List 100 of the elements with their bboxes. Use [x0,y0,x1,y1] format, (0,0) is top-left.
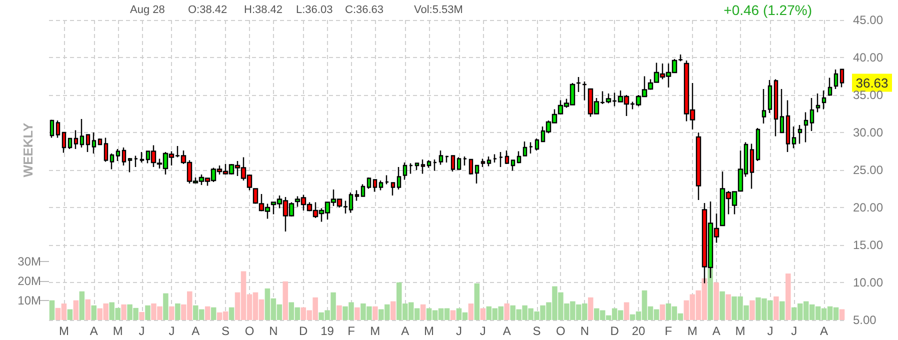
bar [468,303,474,320]
candlestick [366,176,372,190]
bar [774,296,779,320]
bar [480,308,486,320]
bar [420,304,426,320]
bar [67,309,73,320]
candlestick [62,132,66,154]
bar [336,305,342,320]
candlestick [774,78,778,137]
candlestick [780,88,784,134]
x-tick-label: J [138,324,145,338]
candlestick [420,158,426,174]
y-tick-label: 10.00 [853,276,884,290]
x-tick-label: F [348,324,355,338]
candlestick [492,154,498,164]
candlestick [810,97,814,132]
bar [282,281,288,320]
candlestick [86,134,90,153]
candlestick [378,180,384,191]
bar [372,306,378,320]
x-tick-label: N [269,324,278,338]
bar [780,301,785,320]
text: Vol:5.53M [414,4,463,16]
x-tick-label: J [480,324,486,338]
bar [169,306,174,320]
bar [504,303,510,320]
text: 36.63 [856,75,888,90]
bar [79,291,85,320]
candlestick [402,162,408,180]
candlestick [696,132,702,201]
candlestick [462,156,468,166]
x-tick-label: S [222,324,230,338]
x-tick-label: A [712,324,720,338]
y-tick-label: 45.00 [853,13,884,27]
candlestick [444,155,450,164]
candlestick [516,150,522,164]
candlestick [756,127,760,162]
x-tick-label: M [424,324,434,338]
x-tick-label: F [664,324,672,338]
bar [750,300,755,320]
candlestick [786,100,790,153]
candlestick [92,132,96,154]
bar [91,305,97,320]
x-tick-label: J [767,324,774,338]
candlestick [474,164,480,184]
candlestick [450,155,456,172]
bar [714,282,719,320]
x-tick-label: 20 [632,324,646,338]
y-tick-label: 35.00 [853,88,884,102]
candlestick [390,182,396,196]
bar [390,301,396,320]
x-tick-label: A [502,324,511,338]
text: Aug 28 [130,4,165,16]
bar [73,300,79,320]
bar [354,307,360,320]
text: O:38.42 [188,4,228,16]
y-tick-label: 5.00 [853,313,877,327]
candlestick [498,151,504,168]
x-tick-label: M [687,324,698,338]
bar [624,302,630,320]
candlestick [768,79,772,114]
candlestick [528,142,534,154]
candlestick [408,162,414,174]
bar [228,307,234,320]
candlestick [468,158,474,176]
bar [588,297,594,320]
candlestick [792,126,796,149]
candlestick [80,118,84,148]
bar [145,305,150,320]
candlestick [576,76,582,93]
candlestick [354,190,360,202]
candlestick [104,137,108,162]
x-tick-label: A [90,324,98,338]
bar [121,304,126,320]
bar [839,309,845,320]
x-tick-label: M [370,324,380,338]
x-tick-label: M [58,324,69,338]
x-tick-label: D [299,324,308,338]
candlestick [840,68,844,88]
bar [786,273,791,320]
candlestick [372,179,378,192]
x-tick-label: M [112,324,123,338]
candlestick [480,158,486,168]
candlestick [750,143,754,190]
candlestick [50,119,54,138]
candlestick [828,77,832,96]
candlestick [822,90,826,110]
candlestick [110,152,114,170]
text: C:36.63 [345,4,384,16]
candlestick [56,120,60,138]
candlestick [834,68,838,90]
x-tick-label: A [401,324,410,338]
candlestick [414,162,420,171]
bar [210,307,216,320]
bar [163,293,168,320]
text: L:36.03 [296,4,333,16]
x-tick-label: A [192,324,200,338]
y2-tick-label: 20M [18,274,42,288]
text: +0.46 (1.27%) [724,2,812,18]
candlestick [534,138,540,152]
